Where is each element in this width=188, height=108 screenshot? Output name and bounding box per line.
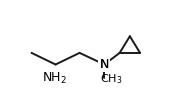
Text: NH$_2$: NH$_2$	[42, 71, 67, 86]
Text: CH$_3$: CH$_3$	[100, 72, 123, 86]
Text: N: N	[100, 58, 109, 71]
Text: N: N	[100, 58, 109, 71]
